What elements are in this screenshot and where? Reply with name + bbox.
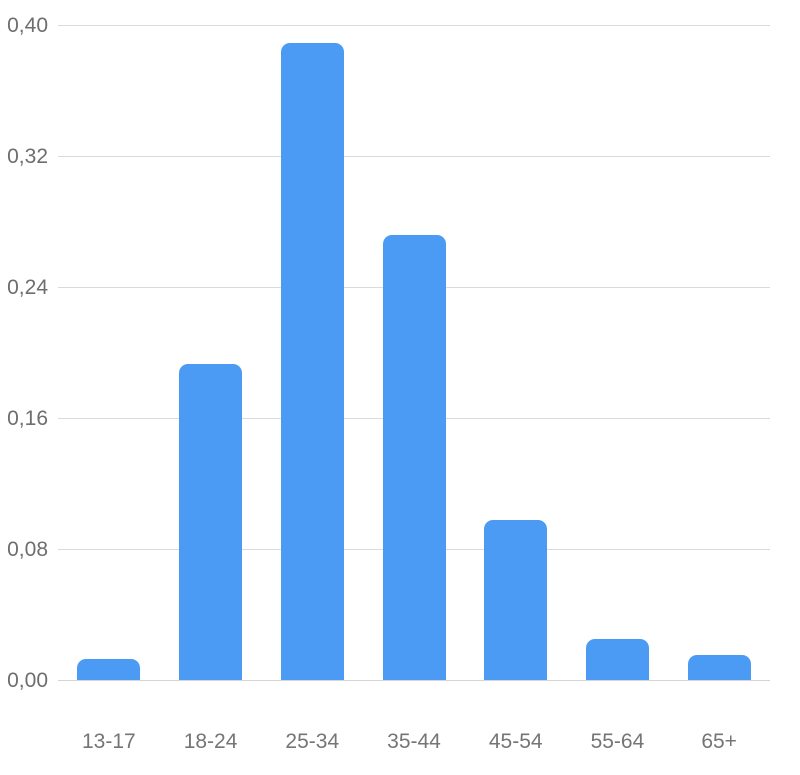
bar-25-34 <box>280 43 344 680</box>
bar-13-17 <box>77 659 141 680</box>
gridline-0,32 <box>58 155 770 157</box>
bar-45-54 <box>484 520 548 680</box>
x-axis-category-label: 25-34 <box>285 730 340 753</box>
x-axis-category-label: 18-24 <box>183 730 238 753</box>
x-axis-category-label: 55-64 <box>590 730 645 753</box>
y-axis-tick-label: 0,40 <box>7 14 48 37</box>
bar-18-24 <box>179 364 243 680</box>
y-axis-tick-label: 0,00 <box>7 669 48 692</box>
x-axis-category-label: 35-44 <box>387 730 441 753</box>
y-axis-tick-label: 0,08 <box>7 538 48 561</box>
x-axis-category-label: 45-54 <box>488 730 543 753</box>
bar-65+ <box>687 655 751 680</box>
x-axis-category-label: 65+ <box>701 730 737 753</box>
bar-55-64 <box>585 639 649 680</box>
y-axis-tick-label: 0,24 <box>7 276 48 299</box>
y-axis-tick-label: 0,32 <box>7 145 48 168</box>
x-axis-category-label: 13-17 <box>81 730 136 753</box>
gridline-0,00 <box>58 679 770 681</box>
gridline-0,40 <box>58 24 770 26</box>
y-axis-tick-label: 0,16 <box>7 407 48 430</box>
bar-35-44 <box>382 235 446 680</box>
